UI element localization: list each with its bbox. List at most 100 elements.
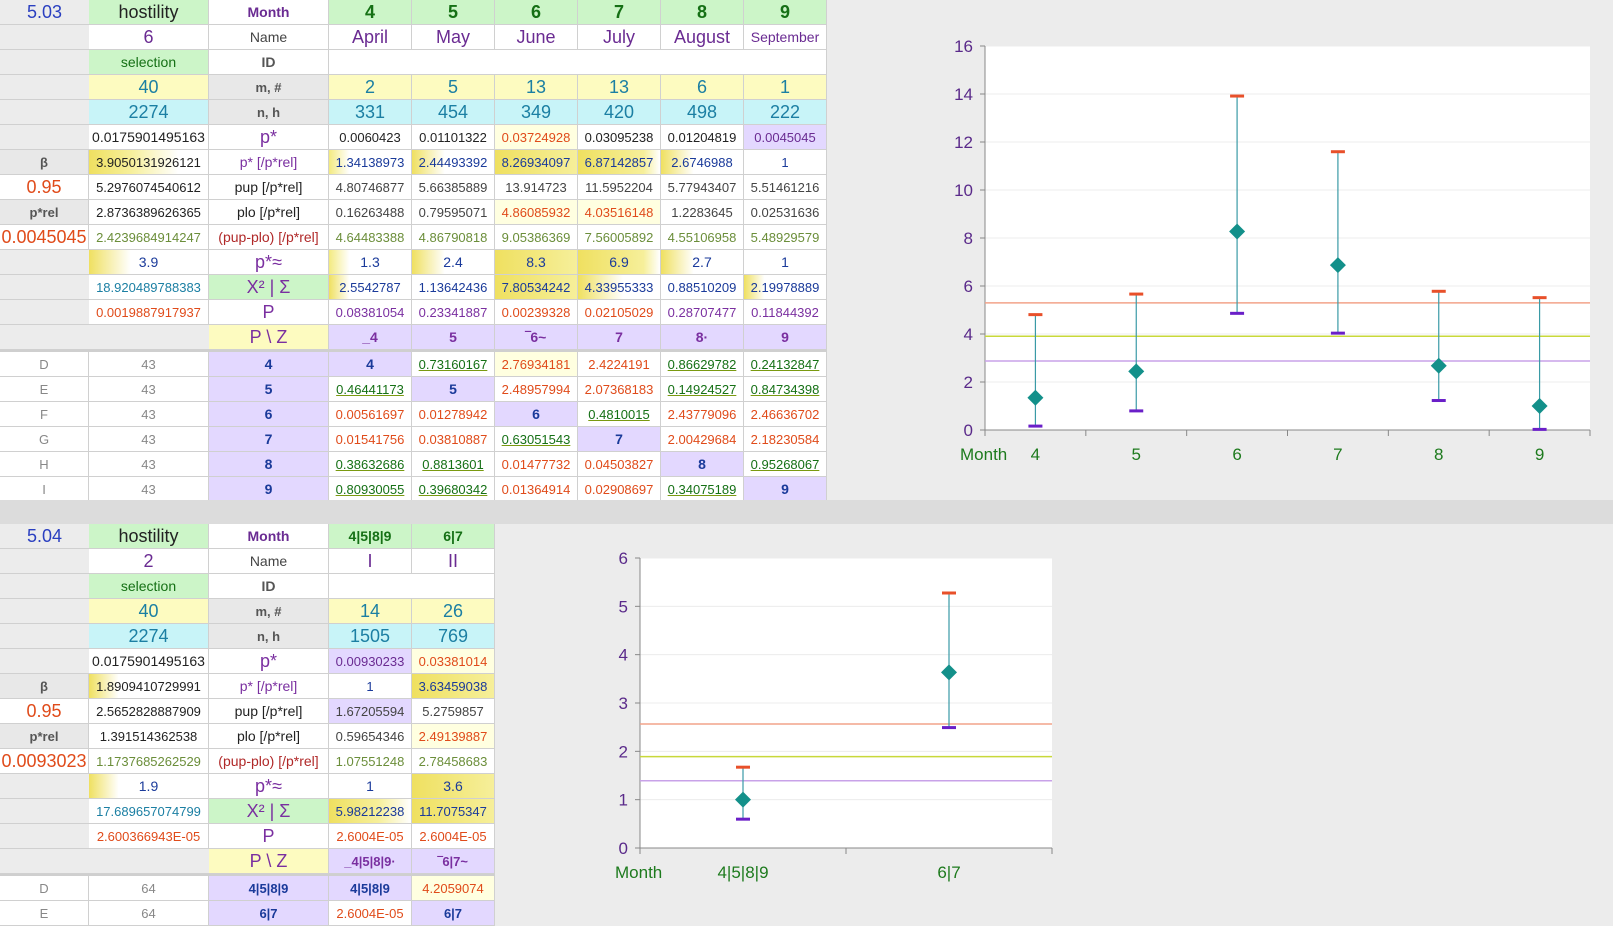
pz-header[interactable]: 5: [412, 325, 495, 350]
matrix-cell[interactable]: 0.34075189: [661, 477, 744, 502]
plo-value[interactable]: 4.86085932: [495, 200, 578, 225]
approx-total[interactable]: 1.9: [89, 774, 209, 799]
m-value[interactable]: 1: [744, 75, 827, 100]
matrix-cell[interactable]: 9: [744, 477, 827, 502]
diff-total[interactable]: 1.1737685262529: [89, 749, 209, 774]
matrix-cell[interactable]: 2.4224191: [578, 352, 661, 377]
matrix-row-n[interactable]: 43: [89, 452, 209, 477]
month-name[interactable]: August: [661, 25, 744, 50]
matrix-cell[interactable]: 0.80930055: [329, 477, 412, 502]
m-value[interactable]: 6: [661, 75, 744, 100]
plo-value[interactable]: 0.16263488: [329, 200, 412, 225]
matrix-row-z[interactable]: 9: [209, 477, 329, 502]
pz-label[interactable]: P \ Z: [209, 325, 329, 350]
month-num[interactable]: 6: [495, 0, 578, 25]
m-value[interactable]: 13: [495, 75, 578, 100]
matrix-cell[interactable]: 0.01364914: [495, 477, 578, 502]
plo-value[interactable]: 0.79595071: [412, 200, 495, 225]
matrix-row-n[interactable]: 64: [89, 876, 209, 901]
selection-label[interactable]: selection: [89, 574, 209, 599]
hostility-label[interactable]: hostility: [89, 0, 209, 25]
matrix-row-n[interactable]: 43: [89, 402, 209, 427]
pz-header[interactable]: _4|5|8|9·: [329, 849, 412, 874]
selection-label[interactable]: selection: [89, 50, 209, 75]
id-label[interactable]: ID: [209, 574, 329, 599]
matrix-row-label[interactable]: D: [0, 352, 89, 377]
pz-header[interactable]: _4: [329, 325, 412, 350]
p-value[interactable]: 2.6004E-05: [412, 824, 495, 849]
empty-id-row[interactable]: [329, 50, 827, 75]
matrix-cell[interactable]: 0.38632686: [329, 452, 412, 477]
pup-value[interactable]: 5.51461216: [744, 175, 827, 200]
chi-value[interactable]: 7.80534242: [495, 275, 578, 300]
pup-total[interactable]: 5.2976074540612: [89, 175, 209, 200]
p-total[interactable]: 0.0019887917937: [89, 300, 209, 325]
matrix-cell[interactable]: 0.01477732: [495, 452, 578, 477]
matrix-cell[interactable]: 6: [495, 402, 578, 427]
pz-header[interactable]: ‾6~: [495, 325, 578, 350]
pz-header[interactable]: ‾6|7~: [412, 849, 495, 874]
chi-total[interactable]: 18.920489788383: [89, 275, 209, 300]
matrix-cell[interactable]: 0.02908697: [578, 477, 661, 502]
pz-header[interactable]: 9: [744, 325, 827, 350]
n-value[interactable]: 769: [412, 624, 495, 649]
beta-label[interactable]: β: [0, 150, 89, 175]
matrix-row-label[interactable]: D: [0, 876, 89, 901]
plo-total[interactable]: 2.8736389626365: [89, 200, 209, 225]
pup-value[interactable]: 5.77943407: [661, 175, 744, 200]
n-value[interactable]: 331: [329, 100, 412, 125]
month-num[interactable]: 8: [661, 0, 744, 25]
month-num[interactable]: 9: [744, 0, 827, 25]
matrix-cell[interactable]: 0.63051543: [495, 427, 578, 452]
diff-value[interactable]: 1.07551248: [329, 749, 412, 774]
month-header[interactable]: Month: [209, 524, 329, 549]
matrix-cell[interactable]: 0.4810015: [578, 402, 661, 427]
approx-value[interactable]: 3.6: [412, 774, 495, 799]
matrix-cell[interactable]: 2.76934181: [495, 352, 578, 377]
p-value[interactable]: 0.28707477: [661, 300, 744, 325]
m-total[interactable]: 40: [89, 599, 209, 624]
p-value[interactable]: 0.00239328: [495, 300, 578, 325]
chi-label[interactable]: X² | Σ: [209, 799, 329, 824]
m-label[interactable]: m, #: [209, 75, 329, 100]
month-num[interactable]: 6|7: [412, 524, 495, 549]
matrix-cell[interactable]: 0.04503827: [578, 452, 661, 477]
pstar-value[interactable]: 0.01204819: [661, 125, 744, 150]
pstar-total[interactable]: 0.0175901495163: [89, 649, 209, 674]
m-value[interactable]: 5: [412, 75, 495, 100]
diff-label[interactable]: (pup-plo) [/p*rel]: [209, 749, 329, 774]
p-value[interactable]: 0.23341887: [412, 300, 495, 325]
approx-value[interactable]: 8.3: [495, 250, 578, 275]
matrix-cell[interactable]: 2.00429684: [661, 427, 744, 452]
prel-label[interactable]: p* [/p*rel]: [209, 674, 329, 699]
hostility-label[interactable]: hostility: [89, 524, 209, 549]
diff-value[interactable]: 2.78458683: [412, 749, 495, 774]
pstar-value[interactable]: 0.0045045: [744, 125, 827, 150]
month-name[interactable]: May: [412, 25, 495, 50]
chi-value[interactable]: 0.88510209: [661, 275, 744, 300]
m-value[interactable]: 13: [578, 75, 661, 100]
n-value[interactable]: 1505: [329, 624, 412, 649]
plo-label[interactable]: plo [/p*rel]: [209, 200, 329, 225]
matrix-cell[interactable]: 0.8813601: [412, 452, 495, 477]
pup-value[interactable]: 5.2759857: [412, 699, 495, 724]
matrix-row-label[interactable]: E: [0, 377, 89, 402]
n-value[interactable]: 498: [661, 100, 744, 125]
matrix-cell[interactable]: 0.95268067: [744, 452, 827, 477]
id-label[interactable]: ID: [209, 50, 329, 75]
confidence-level[interactable]: 0.95: [0, 699, 89, 724]
block-id[interactable]: 5.04: [0, 524, 89, 549]
approx-value[interactable]: 6.9: [578, 250, 661, 275]
pstar-label[interactable]: p*: [209, 649, 329, 674]
plo-value[interactable]: 0.59654346: [329, 724, 412, 749]
diff-value[interactable]: 4.64483388: [329, 225, 412, 250]
p-value[interactable]: 0.11844392: [744, 300, 827, 325]
n-value[interactable]: 349: [495, 100, 578, 125]
pstar-total[interactable]: 0.0175901495163: [89, 125, 209, 150]
prel-total[interactable]: 3.9050131926121: [89, 150, 209, 175]
matrix-cell[interactable]: 0.84734398: [744, 377, 827, 402]
pz-header[interactable]: 7: [578, 325, 661, 350]
matrix-row-label[interactable]: H: [0, 452, 89, 477]
matrix-row-n[interactable]: 43: [89, 352, 209, 377]
plo-label[interactable]: plo [/p*rel]: [209, 724, 329, 749]
